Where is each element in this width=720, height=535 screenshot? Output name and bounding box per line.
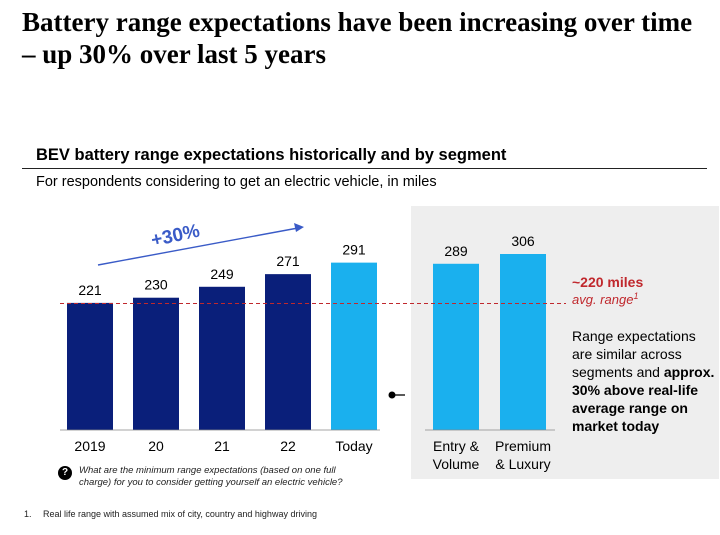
data-label-segment-0: 289 — [444, 243, 468, 259]
reference-line-sublabel: avg. range1 — [572, 291, 638, 307]
side-note-bold: approx. 30% above real-life average rang… — [572, 364, 715, 434]
x-tick-label-historical-1: 20 — [148, 438, 164, 454]
x-tick-label-segment-0-1: Volume — [433, 456, 480, 472]
value-labels: 221 230 249 271 291 289 306 — [78, 233, 535, 298]
bar-historical-2 — [199, 286, 245, 430]
title-divider — [22, 168, 707, 169]
x-tick-label-historical-3: 22 — [280, 438, 296, 454]
bar-historical-0 — [67, 302, 113, 430]
survey-question: What are the minimum range expectations … — [79, 465, 343, 488]
reference-line-label: ~220 miles — [572, 274, 643, 290]
x-tick-label-historical-4: Today — [335, 438, 372, 454]
x-tick-label-historical-2: 21 — [214, 438, 230, 454]
data-label-historical-3: 271 — [276, 253, 300, 269]
x-tick-label-segment-1-1: & Luxury — [495, 456, 550, 472]
chart-subtitle: For respondents considering to get an el… — [36, 174, 437, 190]
avg-range-text: avg. range — [572, 292, 633, 307]
x-tick-label-segment-0-0: Entry & — [433, 438, 480, 454]
question-icon: ? — [58, 466, 72, 480]
bars-layer — [67, 254, 546, 430]
data-label-historical-2: 249 — [210, 266, 234, 282]
side-note-plain: Range expectations are similar across se… — [572, 328, 696, 380]
data-label-segment-1: 306 — [511, 233, 535, 249]
chart-title: BEV battery range expectations historica… — [36, 146, 507, 164]
footnote-text: Real life range with assumed mix of city… — [43, 509, 317, 519]
data-label-historical-4: 291 — [342, 242, 366, 258]
side-note: Range expectations are similar across se… — [572, 327, 717, 435]
headline: Battery range expectations have been inc… — [22, 7, 693, 69]
x-tick-label-historical-0: 2019 — [74, 438, 105, 454]
data-label-historical-1: 230 — [144, 277, 168, 293]
footnote-number: 1. — [24, 509, 32, 519]
footnote-marker: 1 — [633, 291, 638, 301]
connector — [388, 391, 405, 399]
growth-arrow — [97, 223, 304, 266]
x-axis-labels: 2019 20 21 22 Today Entry & Volume Premium & Lux… — [74, 438, 551, 472]
bar-historical-3 — [265, 274, 311, 430]
bar-segment-0 — [433, 263, 479, 430]
data-label-historical-0: 221 — [78, 282, 102, 298]
bar-segment-1 — [500, 254, 546, 430]
x-tick-label-segment-1-0: Premium — [495, 438, 551, 454]
bar-historical-1 — [133, 297, 179, 430]
bar-historical-4 — [331, 262, 377, 430]
